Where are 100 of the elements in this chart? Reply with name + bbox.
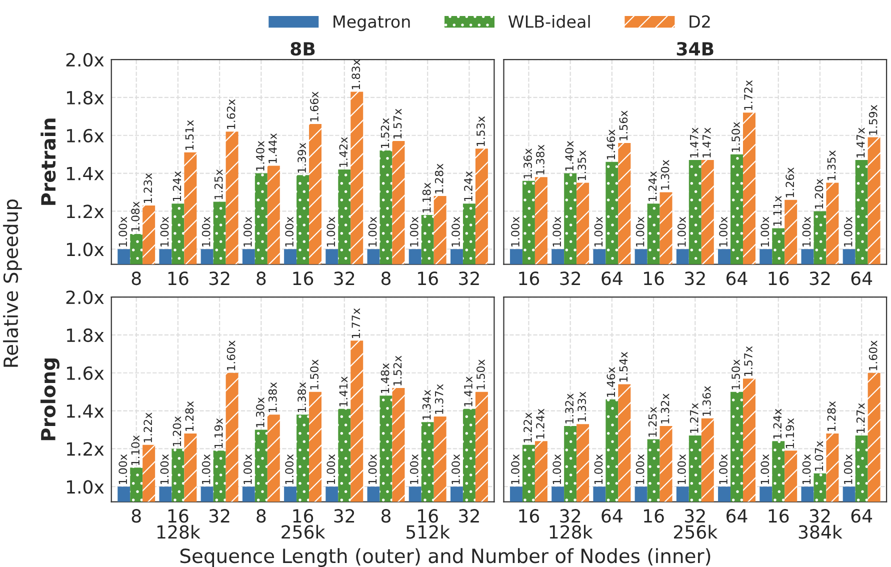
data-label: 1.19x <box>214 418 223 448</box>
data-label: 1.72x <box>744 80 752 110</box>
data-label: 1.00x <box>677 454 686 484</box>
data-label: 1.59x <box>868 104 878 135</box>
data-label: 1.38x <box>298 382 306 412</box>
data-label: 1.32x <box>565 394 574 424</box>
x-tick-label: 32 384k <box>798 509 842 539</box>
data-label: 1.18x <box>422 182 431 212</box>
data-label: 1.35x <box>827 150 836 180</box>
data-label: 1.25x <box>214 169 223 200</box>
y-tick-label: 1.4x <box>67 166 104 180</box>
data-label: 1.47x <box>690 128 698 158</box>
data-label: 1.00x <box>410 216 418 247</box>
data-label: 1.24x <box>773 408 782 439</box>
data-label: 1.57x <box>744 346 752 376</box>
y-tick-label: 1.0x <box>67 242 104 256</box>
data-label: 1.52x <box>393 356 402 386</box>
data-label: 1.35x <box>578 150 586 180</box>
data-label: 1.38x <box>536 144 544 174</box>
x-tick-label: 32 <box>209 272 230 286</box>
data-label: 1.22x <box>524 412 532 442</box>
data-label: 1.52x <box>380 118 390 148</box>
y-tick-label: 2.0x <box>66 290 104 304</box>
data-label: 1.00x <box>410 454 418 484</box>
data-label: 1.33x <box>578 392 586 422</box>
x-tick-label: 64 <box>851 272 872 286</box>
data-label: 1.24x <box>648 171 657 202</box>
data-label: 1.00x <box>636 454 644 484</box>
data-label: 1.00x <box>118 216 128 247</box>
x-tick-label: 32 <box>334 509 354 523</box>
data-label: 1.00x <box>285 454 294 484</box>
x-tick-label: 32 <box>459 509 479 523</box>
x-axis-title: Sequence Length (outer) and Number of Nodes (inner) <box>180 548 710 567</box>
data-label: 1.00x <box>719 454 728 484</box>
data-label: 1.60x <box>226 340 236 370</box>
data-label: 1.57x <box>393 108 402 138</box>
data-label: 1.08x <box>131 202 140 232</box>
x-tick-label: 16 128k <box>157 509 200 539</box>
data-label: 1.32x <box>660 394 670 424</box>
data-label: 1.36x <box>702 386 711 416</box>
x-tick-label: 16 <box>519 509 540 523</box>
data-label: 1.66x <box>310 92 318 122</box>
data-label: 1.39x <box>298 142 306 173</box>
data-label: 1.00x <box>594 454 603 484</box>
data-label: 1.53x <box>476 116 485 146</box>
x-tick-label: 16 512k <box>406 509 450 539</box>
data-label: 1.27x <box>690 403 698 433</box>
data-label: 1.07x <box>814 441 824 471</box>
data-label: 1.50x <box>732 359 740 390</box>
data-label: 1.00x <box>326 454 336 484</box>
data-label: 1.00x <box>636 216 644 247</box>
data-label: 1.30x <box>256 397 264 428</box>
x-tick-label: 8 <box>132 272 141 286</box>
data-label: 1.11x <box>773 196 782 226</box>
y-tick-label: 1.6x <box>67 366 104 380</box>
data-label: 1.46x <box>606 130 616 160</box>
data-label: 1.00x <box>760 216 770 247</box>
data-label: 1.24x <box>172 171 182 202</box>
data-label: 1.00x <box>677 216 686 247</box>
data-label: 1.00x <box>160 216 169 247</box>
data-label: 1.40x <box>565 140 574 171</box>
data-label: 1.28x <box>827 401 836 431</box>
x-tick-label: 64 <box>726 272 748 286</box>
data-label: 1.41x <box>464 376 472 406</box>
data-label: 1.00x <box>511 216 520 247</box>
data-label: 1.00x <box>802 216 811 247</box>
data-label: 1.30x <box>660 160 670 190</box>
y-tick-label: 1.2x <box>67 204 104 218</box>
data-label: 1.00x <box>368 216 377 247</box>
data-label: 1.23x <box>144 173 152 203</box>
x-tick-label: 16 256k <box>282 509 326 539</box>
data-label: 1.00x <box>244 454 252 484</box>
data-label: 1.48x <box>380 363 390 394</box>
data-label: 1.38x <box>268 382 277 412</box>
data-label: 1.00x <box>160 454 169 484</box>
data-label: 1.00x <box>244 216 252 247</box>
chart-title: 34B <box>676 42 714 56</box>
data-label: 1.41x <box>339 376 348 406</box>
data-label: 1.42x <box>339 137 348 167</box>
x-tick-label: 32 <box>334 272 354 286</box>
y-axis-title: Pretrain <box>40 118 56 205</box>
y-tick-label: 1.8x <box>67 328 104 342</box>
data-label: 1.00x <box>719 216 728 247</box>
data-label: 1.00x <box>844 454 852 484</box>
x-tick-label: 8 <box>381 509 390 523</box>
chart-title: 8B <box>290 42 315 56</box>
data-label: 1.51x <box>185 120 194 150</box>
x-tick-label: 64 <box>602 272 622 286</box>
data-label: 1.25x <box>648 406 657 437</box>
data-label: 1.40x <box>256 140 264 171</box>
data-label: 1.50x <box>310 359 318 390</box>
x-tick-label: 32 <box>209 509 230 523</box>
data-label: 1.50x <box>476 359 485 390</box>
legend-label: Megatron <box>334 16 410 32</box>
data-label: 1.50x <box>732 122 740 152</box>
data-label: 1.00x <box>452 216 460 247</box>
data-label: 1.46x <box>606 367 616 397</box>
y-tick-label: 1.2x <box>67 442 104 456</box>
data-label: 1.28x <box>434 164 444 194</box>
data-label: 1.00x <box>511 454 520 484</box>
